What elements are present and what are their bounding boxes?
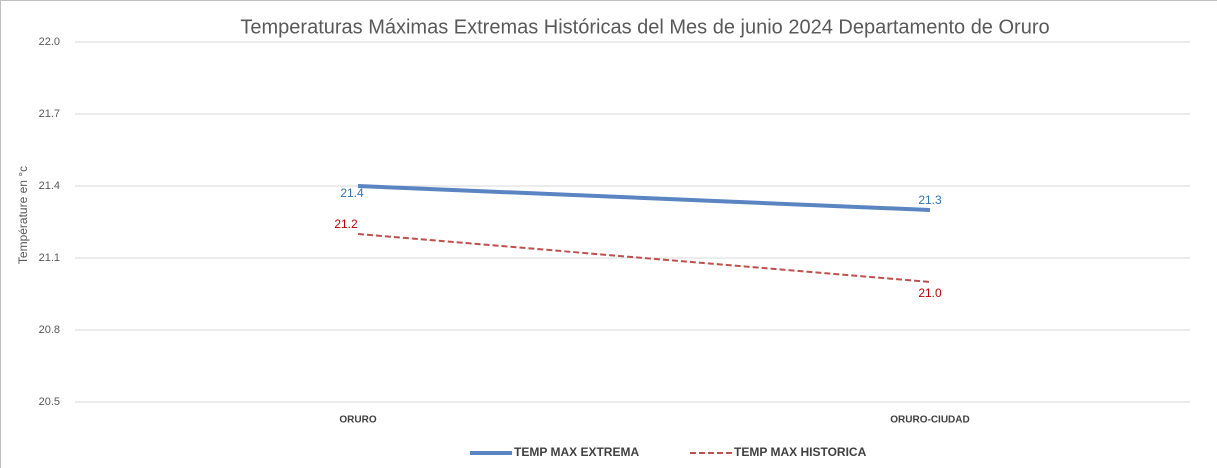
data-label: 21.4 xyxy=(340,186,364,200)
y-tick-label: 20.8 xyxy=(39,324,60,336)
data-label: 21.3 xyxy=(918,193,942,207)
x-tick-label: ORURO-CIUDAD xyxy=(890,415,969,426)
x-tick-label: ORURO xyxy=(339,415,376,426)
y-tick-label: 21.1 xyxy=(39,252,60,264)
legend-label: TEMP MAX HISTORICA xyxy=(734,445,867,459)
y-tick-label: 20.5 xyxy=(39,396,60,408)
series-line xyxy=(357,184,931,212)
y-tick-label: 21.7 xyxy=(39,108,60,120)
y-axis-label: Température en °c xyxy=(16,166,30,264)
y-tick-label: 21.4 xyxy=(39,180,60,192)
series-line xyxy=(357,233,931,283)
data-label: 21.0 xyxy=(918,286,942,300)
data-label: 21.2 xyxy=(334,217,358,231)
chart-title: Temperaturas Máximas Extremas Históricas… xyxy=(240,16,1049,38)
y-tick-label: 22.0 xyxy=(39,36,60,48)
legend-label: TEMP MAX EXTREMA xyxy=(514,445,639,459)
